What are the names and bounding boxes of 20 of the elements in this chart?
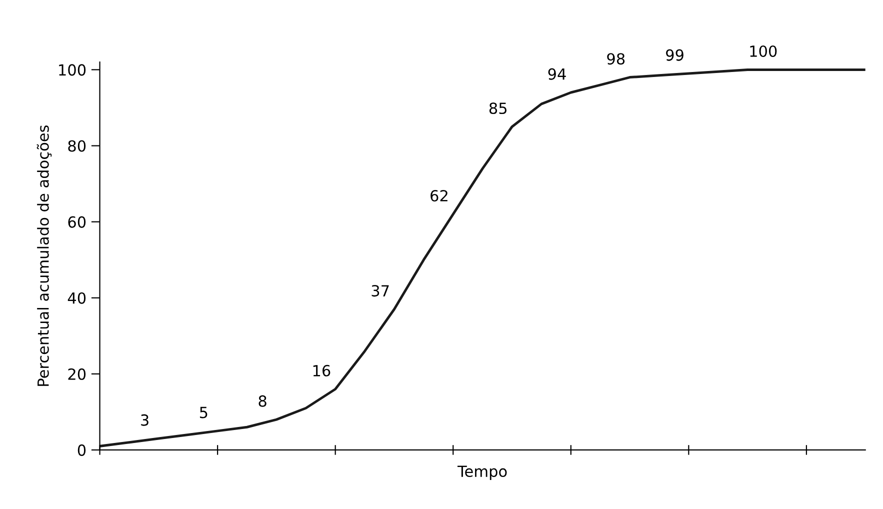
data-label: 8: [258, 395, 266, 407]
data-label: 94: [548, 68, 566, 80]
y-tick-label: 40: [68, 292, 86, 304]
data-label: 5: [200, 406, 208, 418]
data-label: 85: [489, 102, 506, 114]
y-tick-label: 60: [68, 216, 86, 228]
y-axis-title: Percentual acumulado de adoções: [36, 125, 52, 386]
data-label: 37: [372, 285, 389, 297]
data-label: 98: [607, 53, 625, 65]
y-tick-label: 0: [78, 444, 86, 456]
data-label: 3: [141, 414, 148, 426]
line-series: [100, 68, 866, 448]
y-tick-label: 80: [68, 140, 86, 152]
data-label: 99: [666, 49, 684, 61]
y-tick-label: 100: [59, 64, 86, 76]
data-label: 62: [430, 190, 448, 202]
data-label: 100: [750, 45, 777, 58]
y-tick-label: 20: [68, 368, 86, 380]
data-label: 16: [313, 364, 330, 376]
x-axis-title: Tempo: [457, 466, 507, 480]
